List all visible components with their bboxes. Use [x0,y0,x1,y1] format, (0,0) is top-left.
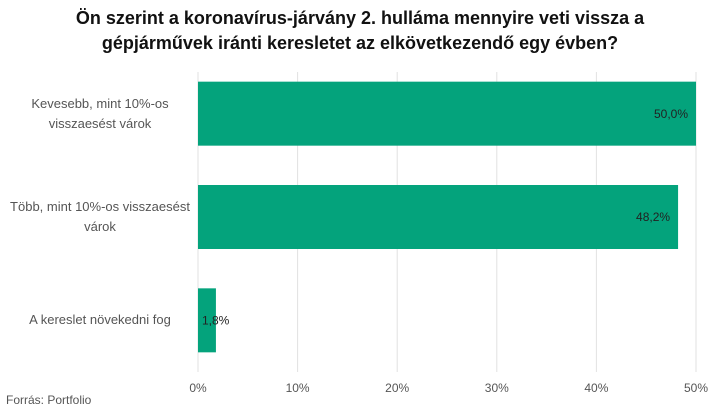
y-tick-label: A kereslet növekedni fog [29,312,171,328]
x-tick-label: 50% [684,381,708,395]
x-tick-label: 30% [485,381,509,395]
y-tick-label: Kevesebb, mint 10%-os visszaesést várok [31,95,169,131]
value-label: 50,0% [654,107,688,121]
x-tick-label: 10% [286,381,310,395]
value-label: 1,8% [202,314,230,328]
chart-title: Ön szerint a koronavírus-járvány 2. hull… [75,8,645,53]
value-label: 48,2% [636,210,670,224]
y-tick-label: Több, mint 10%-os visszaesést várok [10,199,190,234]
bar [198,288,216,353]
x-tick-label: 0% [189,381,207,395]
x-tick-label: 40% [584,381,608,395]
source: Forrás: Portfolio [6,393,92,407]
bar [198,81,696,146]
x-tick-label: 20% [385,381,409,395]
bar [198,185,679,249]
